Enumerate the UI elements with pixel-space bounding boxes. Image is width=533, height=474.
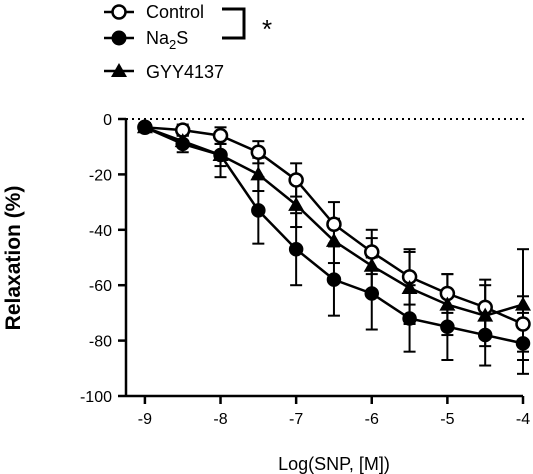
data-point-gyy4137: [288, 196, 305, 211]
y-axis-title: Relaxation (%): [2, 186, 25, 331]
data-point-na2s: [251, 203, 266, 218]
data-point-gyy4137: [439, 296, 456, 311]
data-point-gyy4137: [477, 307, 494, 322]
legend: Control Na2S GYY4137 *: [104, 2, 272, 82]
data-point-gyy4137: [515, 296, 531, 311]
data-point-na2s: [515, 336, 531, 351]
x-axis-title: Log(SNP, [M]): [278, 454, 390, 474]
axes: 0 -20 -40 -60 -80 -100 -9 -8 -7 -6 -5 -4: [80, 112, 530, 428]
data-point-control: [515, 316, 531, 332]
x-tick-label: -7: [289, 411, 303, 428]
data-point-na2s: [440, 319, 455, 334]
y-tick-label: -60: [89, 278, 112, 295]
data-point-control: [250, 144, 267, 160]
legend-item-control: Control: [104, 2, 204, 22]
data-point-na2s: [477, 327, 493, 343]
y-tick-label: -100: [80, 389, 112, 406]
data-point-na2s: [364, 286, 380, 301]
legend-marker-gyy4137: [111, 63, 127, 77]
data-point-gyy4137: [401, 279, 418, 294]
data-point-gyy4137: [174, 133, 191, 148]
legend-marker-na2s: [111, 30, 127, 46]
legend-label-na2s-main: Na: [146, 28, 170, 48]
series-markers: [136, 119, 531, 351]
data-point-gyy4137: [212, 147, 229, 162]
data-point-control: [288, 172, 304, 188]
data-point-na2s: [402, 311, 417, 326]
data-point-na2s: [288, 241, 304, 257]
data-point-control: [364, 244, 380, 260]
legend-label-na2s-tail: S: [176, 28, 188, 48]
x-tick-label: -6: [365, 411, 379, 428]
legend-marker-control: [111, 4, 127, 20]
legend-item-gyy4137: GYY4137: [104, 62, 224, 82]
data-point-gyy4137: [250, 166, 267, 181]
y-tick-label: -20: [89, 167, 112, 184]
legend-label-na2s: Na2S: [146, 28, 188, 52]
data-point-control: [326, 216, 342, 233]
x-tick-label: -9: [138, 411, 152, 428]
y-tick-label: 0: [103, 112, 112, 129]
y-tick-label: -80: [89, 334, 112, 351]
legend-label-na2s-subscript: 2: [169, 37, 176, 52]
significance-bracket: [222, 7, 246, 40]
x-tick-label: -5: [440, 411, 454, 428]
error-bars: [138, 122, 529, 375]
data-point-gyy4137: [363, 257, 380, 272]
legend-label-gyy4137: GYY4137: [146, 62, 224, 82]
legend-label-control: Control: [146, 2, 204, 22]
x-tick-label: -8: [213, 411, 227, 428]
data-point-gyy4137: [136, 119, 153, 134]
data-point-control: [212, 127, 229, 144]
legend-item-na2s: Na2S: [104, 28, 188, 52]
x-tick-label: -4: [516, 411, 530, 428]
data-point-gyy4137: [325, 232, 342, 247]
significance-marker: *: [262, 14, 272, 44]
data-point-na2s: [326, 272, 342, 287]
y-tick-label: -40: [89, 223, 112, 240]
